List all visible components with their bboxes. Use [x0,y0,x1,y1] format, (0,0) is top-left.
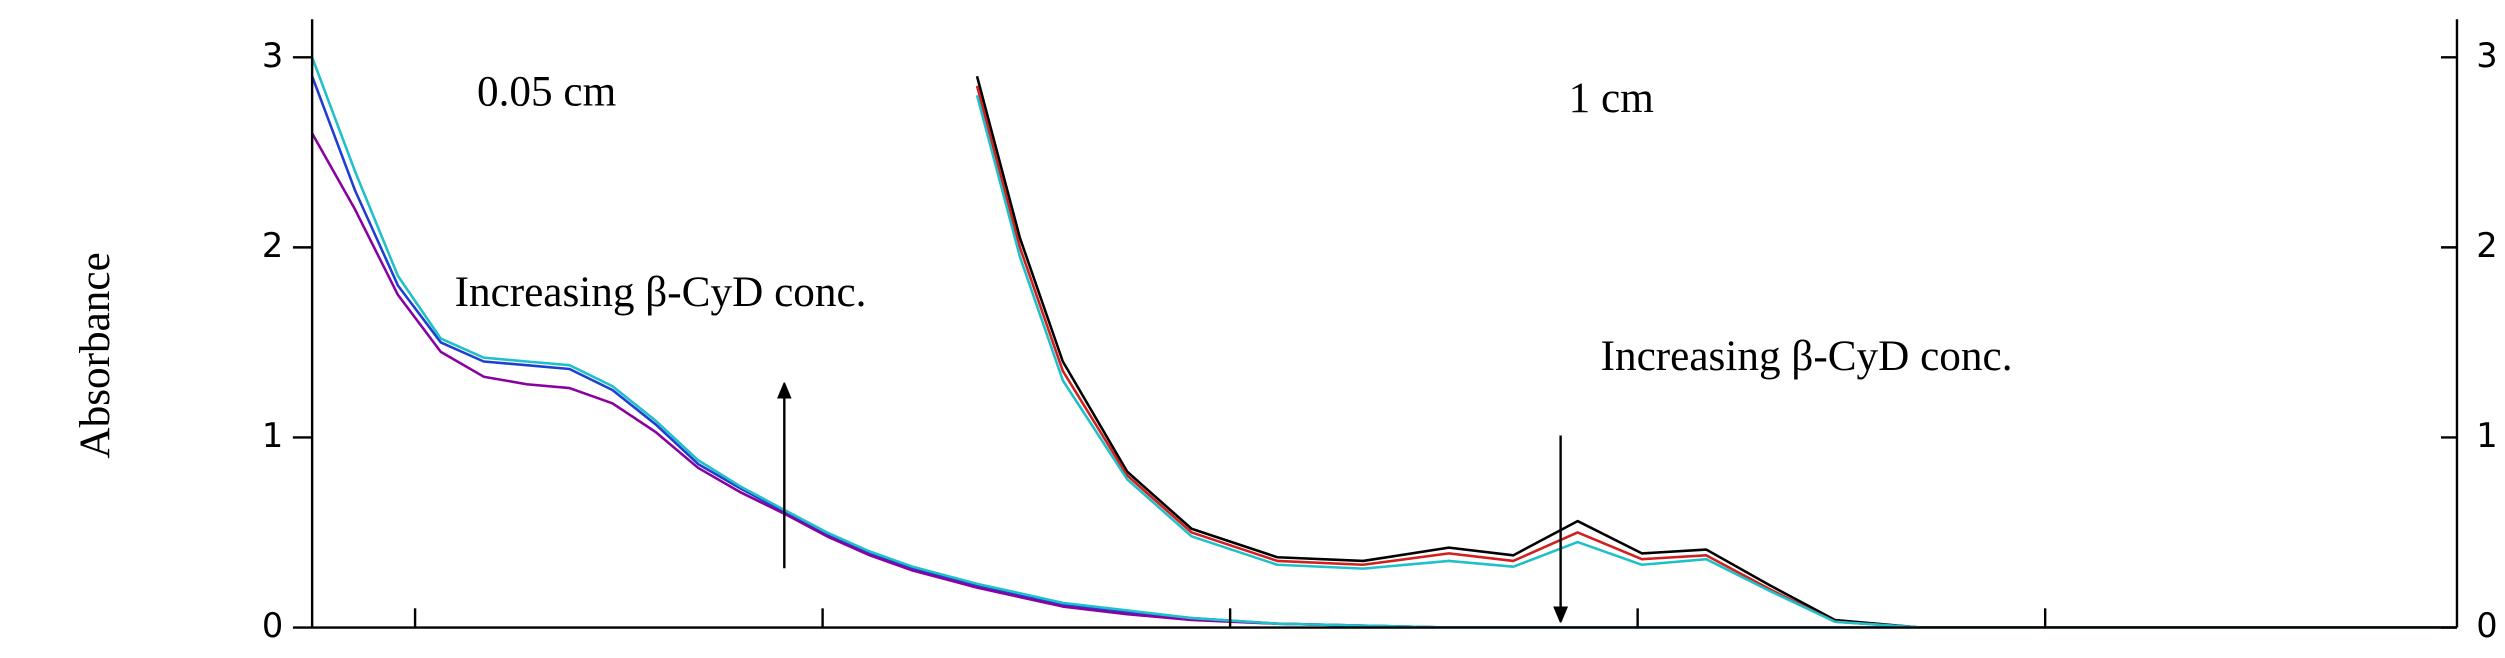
annotation: 1 cm [1569,74,1654,122]
series-line [312,56,2457,628]
plot-area [312,56,2457,628]
series-line [312,75,2457,628]
series-line [312,132,2457,628]
annotation: Increasing β-CyD conc. [455,268,867,316]
y2-tick-label: 1 [2476,416,2497,455]
y-axis-label: Absorbance [71,252,119,458]
y-tick-label: 1 [262,416,283,455]
y-tick-label: 3 [262,36,283,75]
y-tick-label: 0 [262,606,283,645]
annotation: 0.05 cm [477,68,616,116]
y2-tick-label: 3 [2476,36,2497,75]
series-line [975,85,2457,628]
y2-tick-label: 2 [2476,226,2497,265]
y2-tick-label: 0 [2476,606,2497,645]
y-tick-label: 2 [262,226,283,265]
annotation: Increasing β-CyD conc. [1601,332,2013,380]
series-line [975,75,2457,628]
series-line [975,94,2457,628]
